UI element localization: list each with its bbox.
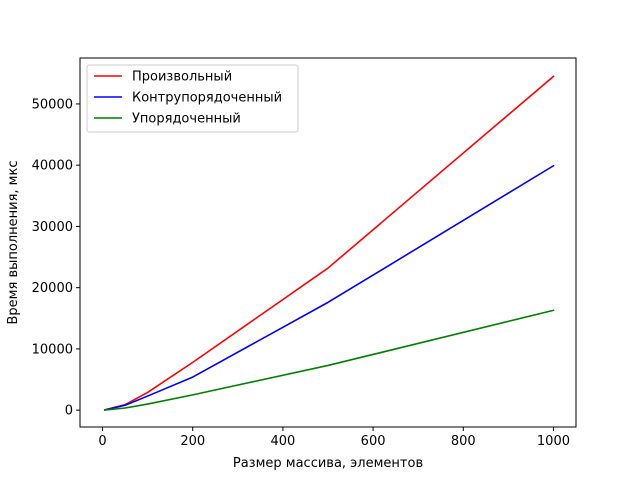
- x-tick-label: 800: [451, 434, 476, 449]
- legend-label: Контрупорядоченный: [132, 91, 282, 106]
- legend-label: Упорядоченный: [132, 112, 241, 127]
- y-tick-label: 40000: [32, 159, 73, 174]
- legend-box: [86, 64, 299, 133]
- x-tick-label: 400: [270, 434, 295, 449]
- x-tick-label: 200: [180, 434, 205, 449]
- y-axis-ticks: 0 10000 20000 30000 40000 50000: [32, 97, 80, 419]
- x-tick-label: 0: [98, 434, 106, 449]
- plot-frame: [79, 57, 577, 428]
- legend: Произвольный Контрупорядоченный Упорядочен…: [86, 64, 299, 133]
- series-layer: [103, 75, 555, 411]
- y-tick-label: 50000: [32, 97, 73, 112]
- legend-label: Произвольный: [132, 70, 232, 85]
- x-axis-label: Размер массива, элементов: [233, 456, 423, 471]
- x-tick-label: 600: [361, 434, 386, 449]
- y-tick-label: 10000: [32, 342, 73, 357]
- series-line-3: [103, 309, 555, 411]
- y-tick-label: 0: [65, 404, 73, 419]
- y-tick-label: 20000: [32, 281, 73, 296]
- y-axis-label: Время выполнения, мкс: [6, 161, 21, 325]
- x-axis-ticks: 0 200 400 600 800 1000: [98, 427, 570, 449]
- y-tick-label: 30000: [32, 220, 73, 235]
- x-tick-label: 1000: [537, 434, 570, 449]
